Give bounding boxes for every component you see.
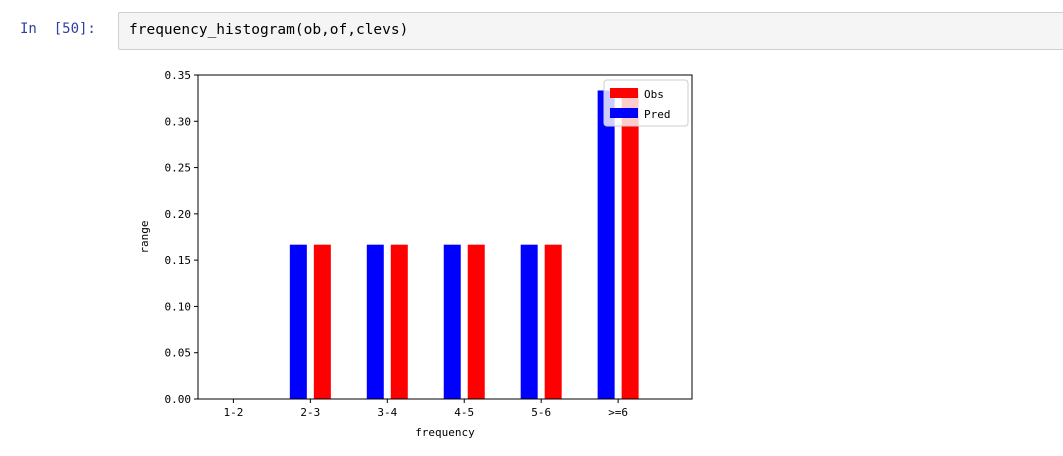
legend-label-pred: Pred bbox=[644, 108, 671, 121]
x-axis-ticks: 1-2 2-3 3-4 4-5 5-6 >=6 bbox=[223, 399, 628, 419]
x-tick-label: 5-6 bbox=[531, 406, 551, 419]
frequency-histogram-chart: 0.00 0.05 0.10 0.15 0.20 0.25 0.30 0.35 1-2 2-3 3… bbox=[138, 69, 693, 439]
bar-pred-3 bbox=[366, 244, 384, 399]
bars-group bbox=[289, 90, 639, 400]
y-tick-label: 0.05 bbox=[165, 347, 192, 360]
bar-pred-2 bbox=[289, 244, 307, 399]
legend-swatch-obs bbox=[610, 88, 638, 98]
y-tick-label: 0.30 bbox=[165, 115, 192, 128]
cell-prompt: In [50]: bbox=[20, 21, 96, 37]
legend-label-obs: Obs bbox=[644, 88, 664, 101]
bar-obs-5 bbox=[544, 244, 562, 399]
bar-obs-6 bbox=[621, 90, 639, 400]
bar-pred-4 bbox=[443, 244, 461, 399]
cell-output: 0.00 0.05 0.10 0.15 0.20 0.25 0.30 0.35 1-2 2-3 3… bbox=[118, 60, 718, 450]
y-tick-label: 0.00 bbox=[165, 393, 192, 406]
bar-pred-6 bbox=[597, 90, 615, 400]
code-text[interactable]: frequency_histogram(ob,of,clevs) bbox=[129, 22, 409, 38]
legend: Obs Pred bbox=[603, 79, 689, 127]
x-axis-label: frequency bbox=[415, 426, 475, 439]
y-tick-label: 0.20 bbox=[165, 208, 192, 221]
bar-pred-5 bbox=[520, 244, 538, 399]
y-axis-label: range bbox=[138, 220, 151, 253]
bar-obs-2 bbox=[313, 244, 331, 399]
x-tick-label: >=6 bbox=[608, 406, 628, 419]
y-axis-ticks: 0.00 0.05 0.10 0.15 0.20 0.25 0.30 0.35 bbox=[165, 69, 198, 406]
y-tick-label: 0.35 bbox=[165, 69, 192, 82]
bar-obs-3 bbox=[390, 244, 408, 399]
axes-frame bbox=[197, 74, 693, 400]
x-tick-label: 3-4 bbox=[377, 406, 397, 419]
y-tick-label: 0.25 bbox=[165, 162, 192, 175]
legend-swatch-pred bbox=[610, 108, 638, 118]
x-tick-label: 1-2 bbox=[223, 406, 243, 419]
bar-obs-4 bbox=[467, 244, 485, 399]
y-tick-label: 0.10 bbox=[165, 300, 192, 313]
x-tick-label: 2-3 bbox=[300, 406, 320, 419]
y-tick-label: 0.15 bbox=[165, 254, 192, 267]
x-tick-label: 4-5 bbox=[454, 406, 474, 419]
code-cell-input[interactable]: frequency_histogram(ob,of,clevs) bbox=[118, 12, 1063, 50]
